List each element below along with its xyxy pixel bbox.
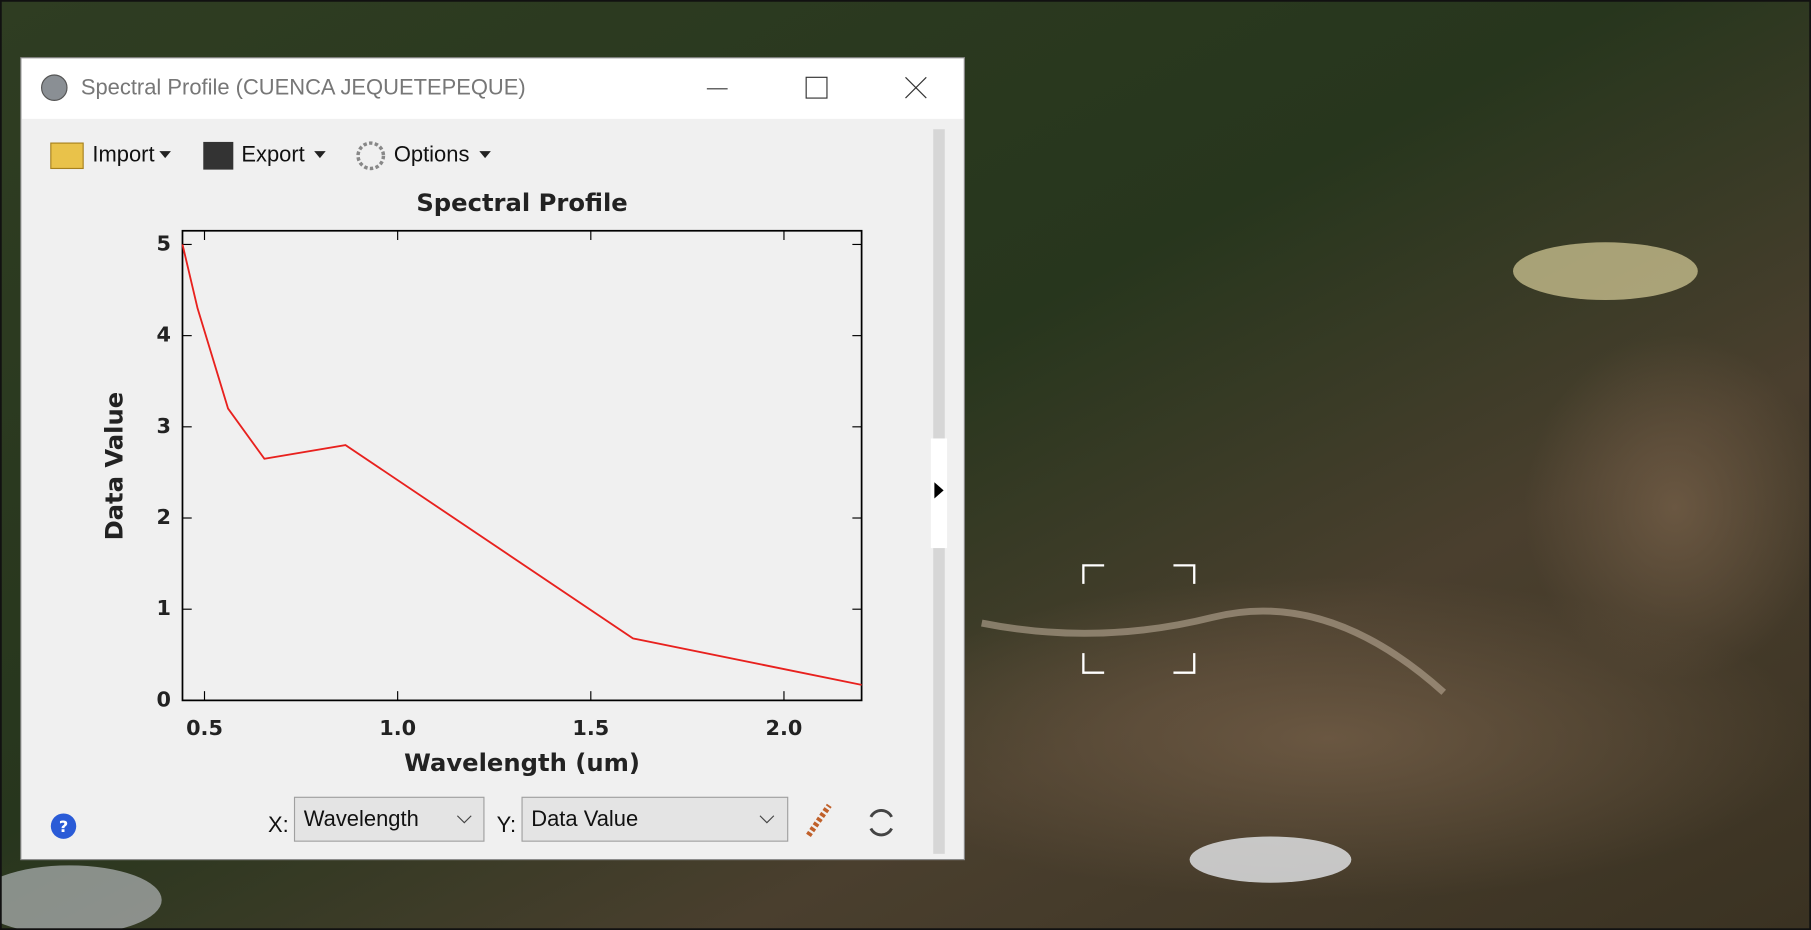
cloud <box>1189 836 1352 883</box>
x-select[interactable] <box>293 796 485 842</box>
select-arrow <box>456 815 472 824</box>
x-tick-label: 2.0 <box>766 716 803 740</box>
export-button[interactable]: Export <box>241 142 304 167</box>
y-tick-label: 1 <box>156 596 170 620</box>
y-tick-label: 2 <box>156 505 170 529</box>
y-axis-label: Data Value <box>99 392 128 541</box>
select-arrow <box>759 815 775 824</box>
y-tick-label: 3 <box>156 414 170 438</box>
y-tick-label: 5 <box>156 231 170 255</box>
terrain <box>843 576 1811 900</box>
y-tick-label: 4 <box>156 323 170 347</box>
options-button[interactable]: Options <box>394 142 470 167</box>
dropdown-arrow <box>159 151 171 159</box>
ridge <box>981 607 1447 695</box>
window-title: Spectral Profile (CUENCA JEQUETEPEQUE) <box>81 75 526 100</box>
x-axis-label: Wavelength (um) <box>404 748 640 777</box>
plot-area <box>181 229 863 702</box>
export-icon <box>203 141 234 170</box>
refresh-button[interactable] <box>869 808 893 837</box>
maximize[interactable] <box>805 76 828 99</box>
x-select-label: X: <box>268 812 289 837</box>
terrain <box>1524 334 1811 681</box>
x-tick-label: 1.0 <box>379 716 416 740</box>
import-button[interactable]: Import <box>92 142 154 167</box>
y-select[interactable] <box>521 796 789 842</box>
x-tick-label: 1.5 <box>572 716 609 740</box>
selection-box <box>1082 564 1196 674</box>
import-icon <box>50 142 84 170</box>
bright-area <box>1513 242 1698 301</box>
cloud <box>0 865 162 930</box>
close[interactable] <box>905 76 927 99</box>
x-tick-label: 0.5 <box>186 716 223 740</box>
app-icon <box>41 74 68 101</box>
y-select-value: Data Value <box>531 806 638 831</box>
dropdown-arrow <box>479 151 491 159</box>
dropdown-arrow <box>314 151 326 159</box>
panel-arrow <box>934 482 944 499</box>
y-select-label: Y: <box>497 812 517 837</box>
plot: 0.5 1.0 1.5 2.0 0 1 2 3 4 5 <box>156 229 863 740</box>
spectrum-line <box>181 244 862 686</box>
options-icon <box>356 141 386 171</box>
help-glyph: ? <box>59 817 68 836</box>
line-style-button[interactable] <box>806 803 832 838</box>
chart-title: Spectral Profile <box>416 188 627 217</box>
y-tick-label: 0 <box>156 687 170 711</box>
help-icon[interactable] <box>50 813 77 839</box>
x-select-value: Wavelength <box>304 806 419 831</box>
